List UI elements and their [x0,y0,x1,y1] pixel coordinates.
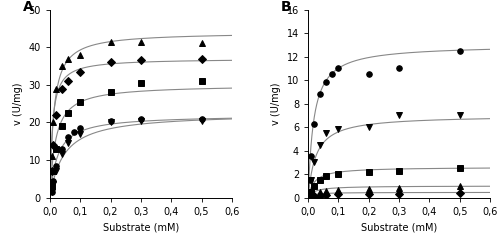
Y-axis label: v (U/mg): v (U/mg) [271,82,281,125]
Text: B: B [281,0,291,14]
X-axis label: Substrate (mM): Substrate (mM) [361,222,437,232]
Y-axis label: v (U/mg): v (U/mg) [13,82,23,125]
X-axis label: Substrate (mM): Substrate (mM) [103,222,179,232]
Text: A: A [22,0,34,14]
